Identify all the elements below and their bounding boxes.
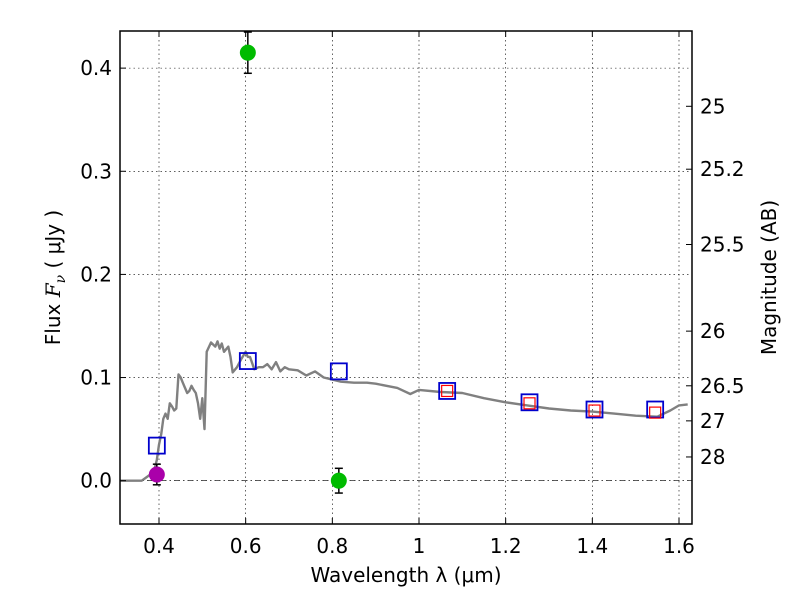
observed-small-square: [441, 384, 454, 398]
x-tick-label: 0.8: [316, 534, 348, 558]
right-tick-label: 25.2: [700, 157, 745, 181]
right-tick-label: 26.5: [700, 374, 745, 398]
right-tick-label: 28: [700, 445, 725, 469]
y-axis-label-suffix: ( μJy ): [41, 210, 65, 275]
y-tick-label: 0.4: [80, 56, 112, 80]
model-photometry-point: [585, 400, 604, 419]
right-axis-label: Magnitude (AB): [757, 200, 781, 355]
y-tick-label: 0.0: [80, 469, 112, 493]
detection-point: [330, 472, 347, 489]
model-sed-line: [120, 340, 688, 482]
x-axis-label: Wavelength λ (μm): [310, 563, 501, 587]
observed-small-square: [649, 406, 662, 419]
plot-frame: [119, 30, 693, 525]
model-photometry-point: [438, 382, 457, 400]
x-tick-label: 0.6: [230, 534, 262, 558]
y-axis-label-prefix: Flux: [41, 297, 65, 345]
y-axis-label-symbol: F: [41, 282, 65, 298]
right-tick-label: 25.5: [700, 232, 745, 256]
grid: [120, 31, 692, 524]
model-photometry-point: [238, 352, 257, 370]
right-tick-label: 26: [700, 319, 725, 343]
x-tick-label: 0.4: [143, 534, 175, 558]
right-tick-label: 25: [700, 94, 725, 118]
y-tick-label: 0.3: [80, 159, 112, 183]
series-group: [120, 31, 688, 494]
y-axis-label: Flux Fν ( μJy ): [41, 210, 69, 345]
observed-small-square: [523, 397, 536, 410]
model-photometry-point: [147, 436, 166, 455]
model-photometry-point: [520, 393, 539, 412]
x-tick-label: 1.6: [663, 534, 695, 558]
y-axis-label-subscript: ν: [53, 274, 69, 283]
right-tick-label: 27: [700, 409, 725, 433]
x-tick-label: 1: [413, 534, 426, 558]
observed-small-square: [588, 404, 601, 417]
axis-ticks: 0.4 0.6 0.8 1 1.2 1.4 1.6 0.0 0.1 0.2 0.3 0.4 25 25.2…: [80, 31, 745, 558]
x-tick-label: 1.4: [576, 534, 608, 558]
y-tick-label: 0.2: [80, 262, 112, 286]
model-photometry-point: [329, 362, 348, 381]
detection-point: [148, 466, 165, 483]
y-tick-label: 0.1: [80, 366, 112, 390]
detection-point: [239, 44, 256, 61]
x-tick-label: 1.2: [490, 534, 522, 558]
